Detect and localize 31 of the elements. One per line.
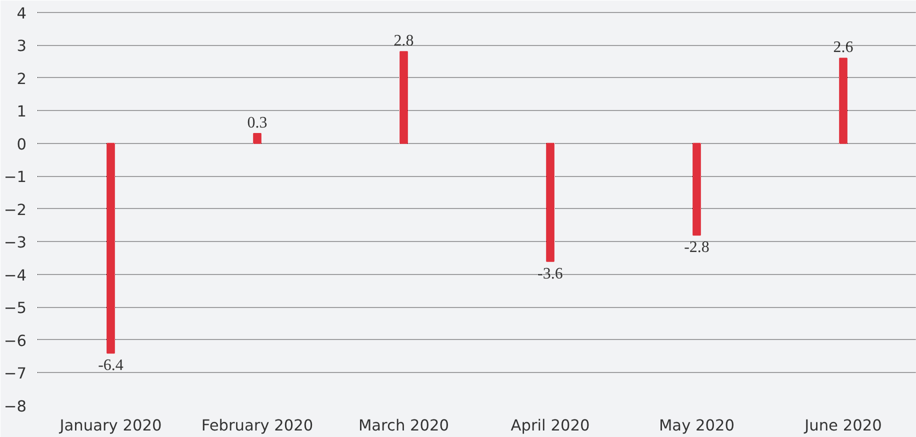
y-tick-label: −2 <box>4 200 27 219</box>
x-tick-label: April 2020 <box>510 416 590 434</box>
bar <box>692 142 701 236</box>
bar <box>253 133 262 144</box>
y-tick-label: −1 <box>4 168 27 186</box>
data-label: -3.6 <box>538 265 563 282</box>
y-tick-label: 3 <box>16 37 27 56</box>
bar <box>839 58 848 144</box>
y-tick-label: −5 <box>4 299 27 318</box>
data-label: 0.3 <box>247 114 268 132</box>
data-label: -2.8 <box>684 239 710 256</box>
bar <box>400 51 408 144</box>
y-tick-label: 1 <box>16 102 27 121</box>
y-tick-label: 0 <box>16 135 27 154</box>
x-tick-label: March 2020 <box>358 416 450 434</box>
y-tick-label: −4 <box>4 266 27 284</box>
bar <box>106 142 115 354</box>
y-tick-label: −6 <box>4 332 27 350</box>
x-tick-label: May 2020 <box>658 416 735 434</box>
x-tick-label: February 2020 <box>201 416 314 434</box>
data-label: 2.6 <box>833 39 854 56</box>
y-tick-label: −8 <box>4 398 27 416</box>
y-tick-label: −7 <box>4 364 27 383</box>
x-tick-label: June 2020 <box>804 416 882 434</box>
data-label: -6.4 <box>98 357 124 374</box>
y-tick-label: 4 <box>16 4 27 22</box>
x-tick-label: January 2020 <box>58 416 162 434</box>
bar <box>546 142 554 262</box>
y-tick-label: −3 <box>4 234 27 252</box>
data-label: 2.8 <box>394 32 414 50</box>
y-tick-label: 2 <box>16 70 27 88</box>
